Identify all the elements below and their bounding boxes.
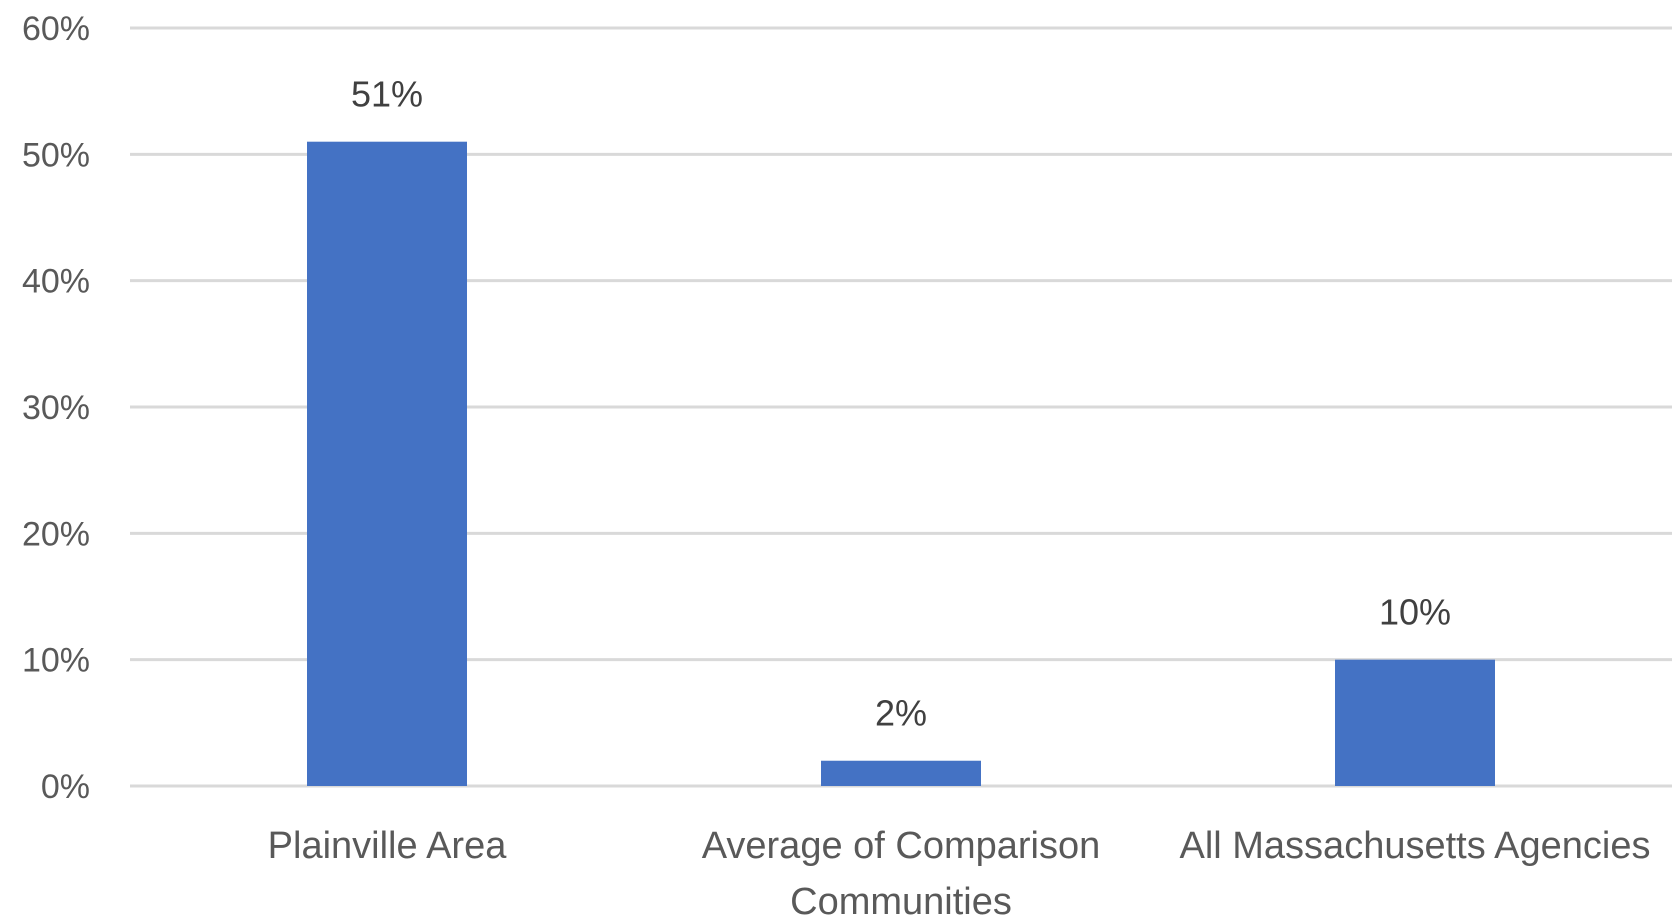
category-label: All Massachusetts Agencies — [1179, 825, 1650, 867]
y-tick-label: 30% — [22, 389, 90, 427]
category-label: Communities — [790, 881, 1012, 921]
y-tick-label: 60% — [22, 10, 90, 48]
category-label: Plainville Area — [268, 825, 508, 867]
y-tick-label: 0% — [41, 768, 90, 806]
data-label: 51% — [351, 74, 423, 115]
data-label: 10% — [1379, 592, 1451, 633]
data-labels: 51% 2% 10% — [351, 74, 1451, 734]
bar — [821, 760, 981, 786]
y-tick-label: 10% — [22, 642, 90, 680]
y-tick-label: 40% — [22, 263, 90, 301]
bar — [307, 141, 467, 786]
bar — [1335, 659, 1495, 786]
data-label: 2% — [875, 693, 927, 734]
category-labels: Plainville Area Average of Comparison Comm… — [268, 825, 1651, 921]
bars — [307, 141, 1495, 786]
y-tick-label: 50% — [22, 136, 90, 174]
y-axis-tick-labels: 0% 10% 20% 30% 40% 50% 60% — [22, 10, 90, 806]
y-tick-label: 20% — [22, 515, 90, 553]
category-label: Average of Comparison — [702, 825, 1101, 867]
